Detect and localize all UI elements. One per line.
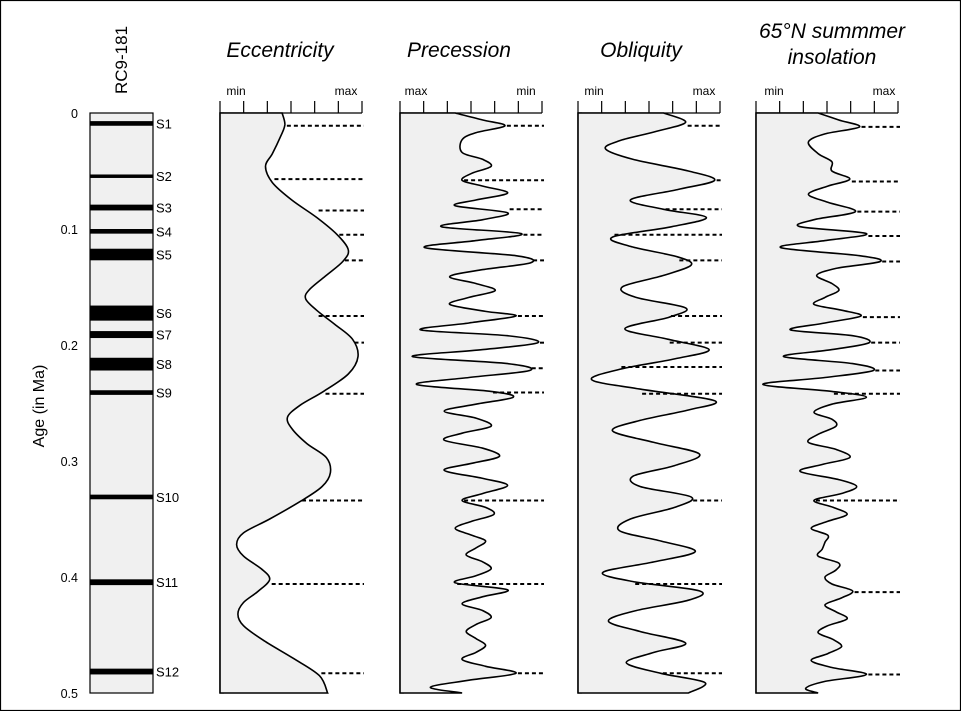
core-box — [89, 112, 154, 694]
sapropel-label: S8 — [156, 357, 172, 372]
sapropel-label: S3 — [156, 201, 172, 216]
panel-title-insolation: 65°N summmer — [759, 20, 906, 43]
panel-precession: Precession max min — [399, 39, 544, 694]
sapropel-band — [90, 204, 153, 211]
sapropel-band — [90, 229, 153, 234]
sapropel-band — [90, 390, 153, 395]
core-column: RC9-181 S1 S2 S3 S4 S5 S6 S7 S8 S9 S10 S11 S12 — [89, 26, 179, 694]
core-title: RC9-181 — [112, 26, 131, 94]
sapropel-label: S11 — [156, 575, 178, 590]
scale-left-eccentricity: min — [226, 84, 245, 98]
y-tick-labels: 0 0.1 0.2 0.3 0.4 0.5 — [61, 107, 78, 701]
sapropel-band — [90, 357, 153, 371]
sapropel-band — [90, 494, 153, 500]
sapropel-label: S5 — [156, 248, 172, 263]
scale-right-obliquity: max — [693, 84, 716, 98]
sapropel-label: S2 — [156, 169, 172, 184]
y-axis-label: Age (in Ma) — [31, 365, 48, 448]
sapropel-band — [90, 174, 153, 178]
y-tick-label: 0.5 — [61, 687, 78, 701]
y-tick-label: 0 — [71, 107, 78, 121]
sapropel-label: S6 — [156, 306, 172, 321]
curve-precession — [399, 112, 540, 694]
curve-eccentricity — [219, 112, 359, 694]
scale-left-obliquity: min — [584, 84, 603, 98]
sapropel-band — [90, 579, 153, 586]
panel-eccentricity: Eccentricity min max — [219, 39, 364, 694]
sapropel-label: S12 — [156, 665, 179, 680]
scale-right-eccentricity: max — [335, 84, 358, 98]
y-tick-label: 0.1 — [61, 223, 78, 237]
panel-title-insolation-line2: insolation — [788, 46, 877, 69]
y-tick-label: 0.2 — [61, 339, 78, 353]
sapropel-label: S4 — [156, 224, 172, 239]
panel-title-obliquity: Obliquity — [600, 39, 683, 62]
sapropel-band — [90, 668, 153, 675]
sapropel-band — [90, 248, 153, 261]
curve-obliquity — [577, 112, 718, 694]
y-tick-label: 0.4 — [61, 571, 78, 585]
sapropel-label: S1 — [156, 116, 172, 131]
sapropel-label: S9 — [156, 386, 172, 401]
y-tick-label: 0.3 — [61, 455, 78, 469]
scale-right-precession: min — [516, 84, 535, 98]
sapropel-band — [90, 121, 153, 126]
scale-left-insolation: min — [764, 84, 783, 98]
panel-insolation: 65°N summmer insolation min max — [755, 20, 906, 694]
panel-title-precession: Precession — [407, 39, 511, 62]
scale-left-precession: max — [405, 84, 428, 98]
age-axis: Age (in Ma) 0 0.1 0.2 0.3 0.4 0.5 — [31, 107, 78, 701]
panel-obliquity: Obliquity min max — [577, 39, 722, 694]
panel-title-eccentricity: Eccentricity — [226, 39, 335, 62]
scale-right-insolation: max — [873, 84, 896, 98]
sapropel-band — [90, 305, 153, 321]
curve-insolation — [755, 112, 882, 694]
sapropel-band — [90, 331, 153, 339]
sapropel-bands: S1 S2 S3 S4 S5 S6 S7 S8 S9 S10 S11 S12 — [90, 116, 179, 680]
sapropel-label: S7 — [156, 328, 172, 343]
sapropel-label: S10 — [156, 490, 179, 505]
